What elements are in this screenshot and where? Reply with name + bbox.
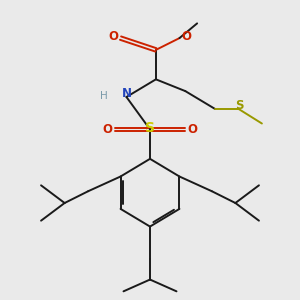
Text: O: O: [188, 123, 198, 136]
Text: O: O: [108, 30, 118, 43]
Text: S: S: [145, 121, 155, 135]
Text: O: O: [102, 123, 112, 136]
Text: S: S: [236, 99, 244, 112]
Text: N: N: [122, 87, 131, 100]
Text: O: O: [182, 30, 192, 43]
Text: H: H: [100, 91, 108, 100]
